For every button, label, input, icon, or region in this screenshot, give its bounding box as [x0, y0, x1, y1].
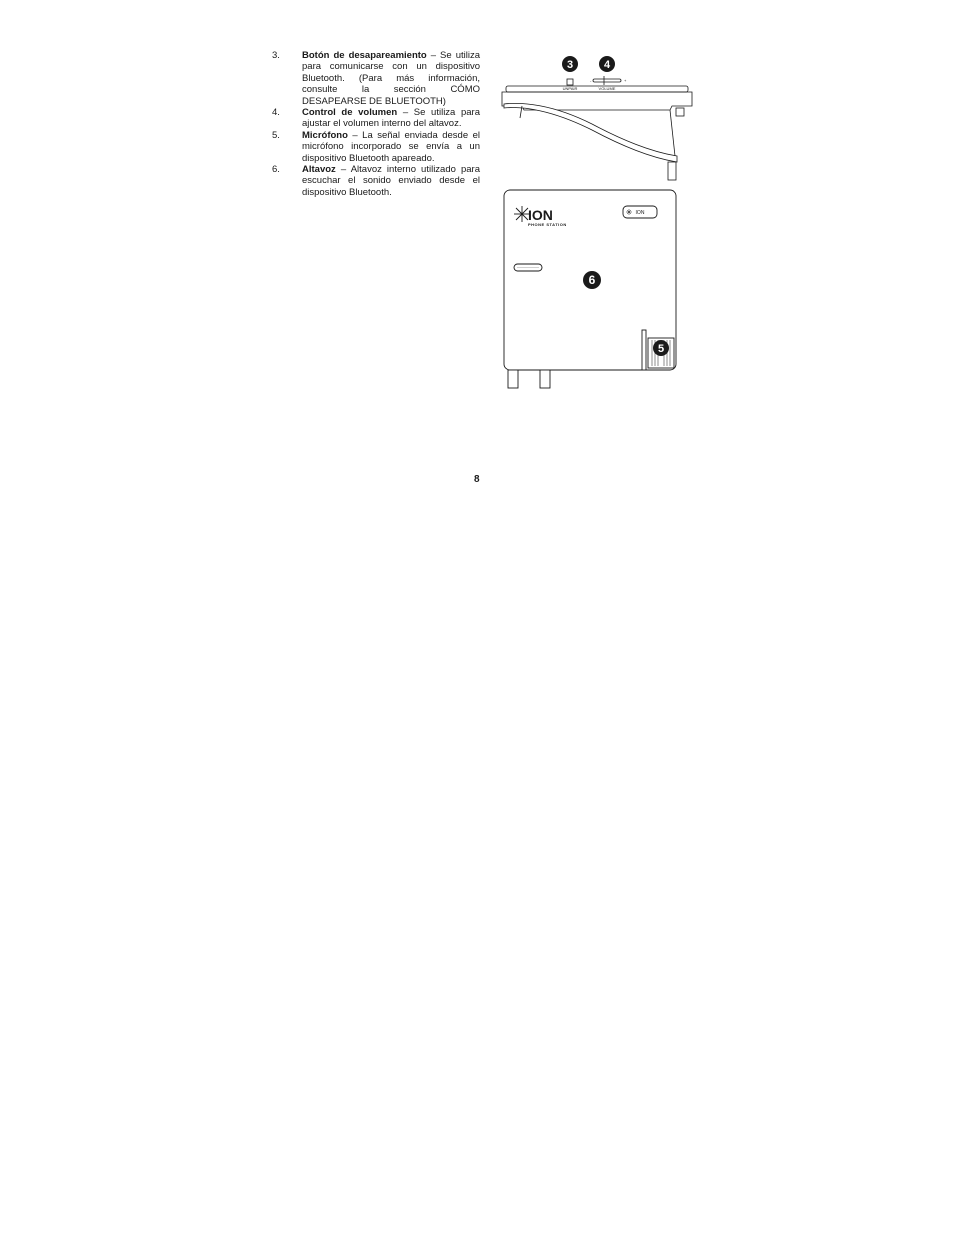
item-title: Botón de desapareamiento: [302, 50, 427, 61]
item-number: 4.: [272, 107, 302, 130]
svg-text:+: +: [624, 78, 627, 83]
list-item: 5. Micrófono – La señal enviada desde el…: [272, 130, 480, 164]
marker-number: 4: [604, 59, 611, 71]
brand-text: ION: [528, 207, 553, 223]
item-title: Micrófono: [302, 130, 348, 141]
item-number: 3.: [272, 50, 302, 107]
item-body: Altavoz – Altavoz interno utilizado para…: [302, 164, 480, 198]
list-item: 3. Botón de desapareamiento – Se utiliza…: [272, 50, 480, 107]
marker-number: 6: [589, 273, 596, 287]
list-item: 6. Altavoz – Altavoz interno utilizado p…: [272, 164, 480, 198]
content-row: 3. Botón de desapareamiento – Se utiliza…: [0, 50, 954, 390]
callout-marker-6: 6: [583, 271, 601, 289]
list-item: 4. Control de volumen – Se utiliza para …: [272, 107, 480, 130]
svg-text:-: -: [590, 78, 592, 83]
text-column: 3. Botón de desapareamiento – Se utiliza…: [272, 50, 480, 198]
diagram-column: UNPAIR VOLUME - + 3: [492, 50, 702, 390]
callout-marker-3: 3: [562, 56, 578, 72]
item-body: Micrófono – La señal enviada desde el mi…: [302, 130, 480, 164]
label-unpair: UNPAIR: [563, 86, 578, 91]
item-title: Altavoz: [302, 164, 336, 175]
page-number: 8: [474, 474, 480, 485]
manual-page: 3. Botón de desapareamiento – Se utiliza…: [0, 0, 954, 390]
callout-marker-4: 4: [599, 56, 615, 72]
item-body: Control de volumen – Se utiliza para aju…: [302, 107, 480, 130]
item-title: Control de volumen: [302, 107, 397, 118]
pair-button-label: ION: [636, 210, 645, 216]
callout-marker-5: 5: [653, 340, 669, 356]
label-volume: VOLUME: [599, 86, 616, 91]
marker-number: 5: [658, 343, 664, 355]
item-number: 5.: [272, 130, 302, 164]
item-number: 6.: [272, 164, 302, 198]
marker-number: 3: [567, 59, 573, 71]
subbrand-text: PHONE STATION: [528, 222, 567, 227]
item-body: Botón de desapareamiento – Se utiliza pa…: [302, 50, 480, 107]
device-diagram: UNPAIR VOLUME - + 3: [492, 50, 702, 390]
